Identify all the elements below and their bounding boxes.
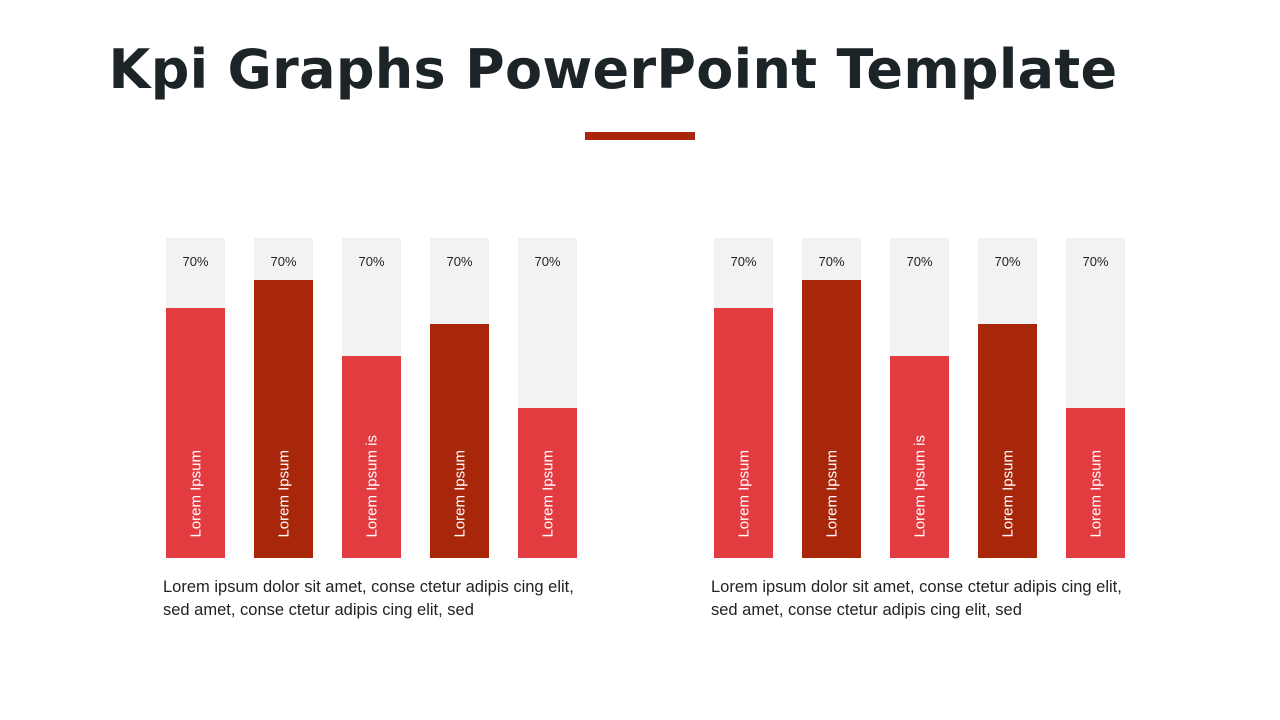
title-underline <box>585 132 695 140</box>
bar <box>430 324 489 558</box>
bar-category-label: Lorem Ipsum <box>823 450 840 538</box>
kpi-chart-left: 70% Lorem Ipsum 70% Lorem Ipsum 70% Lorem Ips… <box>166 238 586 558</box>
bar-track: 70% Lorem Ipsum <box>254 238 313 558</box>
bar-track: 70% Lorem Ipsum <box>1066 238 1125 558</box>
bar-track: 70% Lorem Ipsum <box>166 238 225 558</box>
bar <box>714 308 773 558</box>
bar-category-label: Lorem Ipsum <box>187 450 204 538</box>
bar-track: 70% Lorem Ipsum <box>714 238 773 558</box>
bar-value-label: 70% <box>906 254 933 269</box>
bar-value-label: 70% <box>446 254 473 269</box>
bar-value-label: 70% <box>818 254 845 269</box>
bar-track: 70% Lorem Ipsum is <box>890 238 949 558</box>
bar-category-label: Lorem Ipsum is <box>363 435 380 538</box>
bar <box>802 279 861 558</box>
page-title: Kpi Graphs PowerPoint Template <box>108 38 1118 101</box>
bar <box>890 356 949 558</box>
bar-category-label: Lorem Ipsum <box>1087 450 1104 538</box>
bar-value-label: 70% <box>534 254 561 269</box>
bar-category-label: Lorem Ipsum <box>735 450 752 538</box>
bar-value-label: 70% <box>730 254 757 269</box>
bar-value-label: 70% <box>270 254 297 269</box>
bar-track: 70% Lorem Ipsum <box>978 238 1037 558</box>
kpi-chart-right: 70% Lorem Ipsum 70% Lorem Ipsum 70% Lorem Ips… <box>714 238 1134 558</box>
bar-value-label: 70% <box>994 254 1021 269</box>
bar <box>978 324 1037 558</box>
chart-description-right: Lorem ipsum dolor sit amet, conse ctetur… <box>711 578 1122 619</box>
bar-value-label: 70% <box>1082 254 1109 269</box>
bar-category-label: Lorem Ipsum is <box>911 435 928 538</box>
bar <box>518 407 577 558</box>
bar-track: 70% Lorem Ipsum <box>802 238 861 558</box>
bar-track: 70% Lorem Ipsum <box>430 238 489 558</box>
bar-category-label: Lorem Ipsum <box>999 450 1016 538</box>
chart-description-left: Lorem ipsum dolor sit amet, conse ctetur… <box>163 578 574 619</box>
bar-value-label: 70% <box>358 254 385 269</box>
bar-track: 70% Lorem Ipsum <box>518 238 577 558</box>
bar <box>342 356 401 558</box>
bar-value-label: 70% <box>182 254 209 269</box>
bar <box>166 308 225 558</box>
bar-track: 70% Lorem Ipsum is <box>342 238 401 558</box>
bar <box>1066 407 1125 558</box>
bar <box>254 279 313 558</box>
bar-category-label: Lorem Ipsum <box>275 450 292 538</box>
bar-category-label: Lorem Ipsum <box>451 450 468 538</box>
bar-category-label: Lorem Ipsum <box>539 450 556 538</box>
